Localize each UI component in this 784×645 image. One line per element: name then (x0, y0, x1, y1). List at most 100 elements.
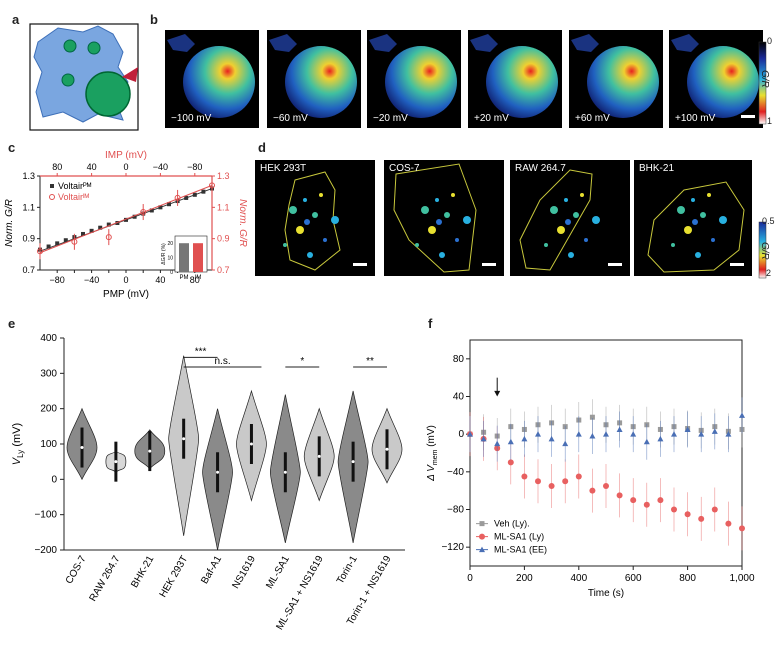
x2-tick-label: −80 (187, 162, 202, 172)
cell-image (393, 163, 477, 273)
legend-marker (479, 533, 485, 540)
pm-point (98, 225, 103, 230)
colorbar-d-top: 0.5 (762, 216, 775, 226)
chart-f: 0 200 400 600 800 1,000 Time (s) −120 −80 −40 0 40 8… (426, 339, 755, 599)
y-tick-label: −80 (447, 505, 464, 516)
mlsa1-ly-point (562, 478, 569, 485)
y-tick-label: 1.1 (22, 202, 35, 212)
colorbar-d (758, 221, 767, 279)
violin-median (114, 460, 118, 464)
x-tick-label: 800 (679, 573, 696, 584)
voltage-frame: −100 mV (165, 30, 259, 128)
im-fit-line (39, 184, 213, 254)
mlsa1-ly-point (630, 497, 637, 504)
chart-c: −80 −40 0 40 80 PMP (mV) 80 40 0 −40 −80 IMP (mV) 0.… (4, 150, 248, 300)
cell-panel: HEK 293T (255, 160, 375, 276)
cell-image (571, 34, 659, 118)
x-tick-label: −40 (84, 275, 99, 285)
mlsa1-ly-point (684, 511, 691, 518)
y-tick-label: 1.3 (22, 171, 35, 181)
colorbar-b-top: 0 (767, 36, 773, 46)
mlsa1-ee-point (630, 431, 637, 437)
significance-label: *** (195, 346, 207, 357)
legend-label: Veh (Ly). (494, 519, 530, 529)
violin-median (283, 470, 287, 474)
colorbar-b-gradient (758, 41, 767, 125)
mlsa1-ee-point (548, 435, 555, 442)
mlsa1-ly-point (521, 473, 528, 480)
y2-tick-label: 1.3 (217, 171, 230, 181)
y-axis-label: Norm. G/R (4, 199, 15, 247)
violin-median (80, 446, 84, 450)
voltage-frame: +20 mV (468, 30, 562, 128)
mlsa1-ly-point (671, 506, 677, 513)
legend-label: ML-SA1 (EE) (494, 545, 547, 555)
y-axis-label: VLy (mV) (11, 423, 25, 465)
mlsa1-ee-point (711, 428, 718, 434)
cell-image (647, 181, 745, 273)
cell-image (470, 34, 558, 118)
cell-image (519, 169, 600, 271)
inset-y-tick-label: 10 (167, 256, 173, 262)
scale-bar (482, 263, 496, 266)
mlsa1-ee-point (507, 438, 514, 445)
mlsa1-ee-point (521, 435, 528, 442)
y2-tick-label: 0.7 (217, 265, 230, 275)
frame-voltage-label: +60 mV (575, 113, 610, 124)
y-axis-label: Δ Vmem (mV) (426, 425, 439, 482)
violin-median (385, 447, 389, 451)
mlsa1-ee-point (562, 440, 569, 447)
violin-median (317, 454, 321, 458)
voltage-frame: −60 mV (267, 30, 361, 128)
cell-image (283, 171, 341, 271)
x-tick-label: 200 (516, 573, 533, 584)
mlsa1-ee-point (480, 435, 487, 442)
cell-panel: RAW 264.7 (510, 160, 630, 276)
mlsa1-ly-point (698, 515, 705, 522)
scale-bar (730, 263, 744, 266)
x-tick-label: 0 (123, 275, 128, 285)
mlsa1-ee-point (575, 431, 582, 437)
y-tick-label: 0.7 (22, 265, 35, 275)
panel-label-d: d (258, 140, 266, 155)
y-tick-label: 40 (453, 392, 465, 403)
colorbar-b-bottom: 1 (767, 116, 773, 126)
violin-median (216, 470, 220, 474)
im-point (105, 234, 112, 241)
category-label: HEK 293T (158, 554, 191, 599)
mlsa1-ly-point (616, 492, 623, 499)
inset-bar (193, 243, 203, 272)
cell-line-label: RAW 264.7 (515, 163, 566, 174)
mlsa1-ee-point (698, 431, 705, 437)
y-tick-label: 0 (51, 474, 57, 485)
category-label: Torin-1 (335, 554, 360, 586)
y-tick-label: 80 (453, 354, 465, 365)
y-tick-label: −40 (447, 467, 464, 478)
mlsa1-ee-point (494, 440, 501, 447)
y-tick-label: 400 (40, 333, 57, 344)
frame-voltage-label: −100 mV (171, 113, 212, 124)
inset-y-tick-label: 20 (167, 241, 173, 247)
voltage-frame: −20 mV (367, 30, 461, 128)
violin-median (182, 437, 186, 441)
colorbar-b (758, 41, 767, 125)
legend-marker (479, 546, 485, 553)
pm-point (46, 244, 51, 249)
arrow-head (494, 390, 501, 397)
mlsa1-ee-point (671, 431, 677, 437)
inset-bar (179, 243, 189, 272)
voltage-frame: +100 mV (669, 30, 763, 128)
colorbar-b-label: G/R (759, 70, 770, 88)
y-tick-label: 0.9 (22, 234, 35, 244)
mlsa1-ee-point (684, 426, 691, 432)
cell-image (269, 34, 357, 118)
violin-median (351, 460, 355, 464)
mlsa1-ly-point (548, 482, 555, 489)
legend-im-label: Voltairᴵᴹ (58, 192, 90, 202)
mlsa1-ly-point (643, 501, 650, 508)
x2-tick-label: 80 (52, 162, 62, 172)
cell-image (167, 34, 255, 118)
y-tick-label: −120 (441, 542, 464, 553)
significance-label: n.s. (214, 356, 230, 367)
category-label: ML-SA1 (264, 554, 292, 591)
